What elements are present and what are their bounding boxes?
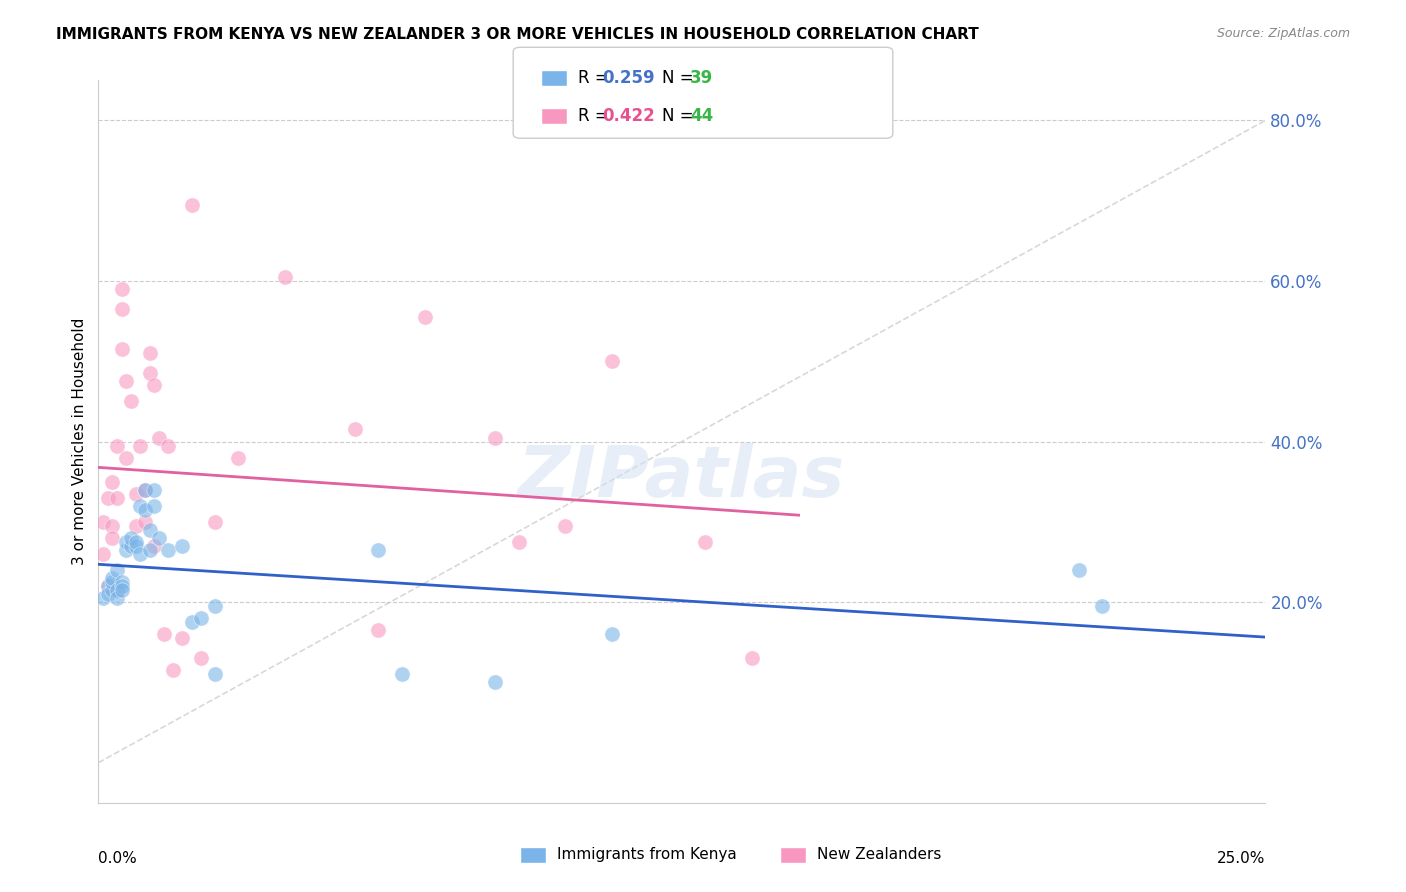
- Point: [111, 301, 134, 317]
- Point: [139, 366, 162, 380]
- Point: [180, 615, 202, 630]
- Point: [190, 611, 212, 625]
- Text: 44: 44: [690, 107, 714, 125]
- Point: [172, 632, 194, 646]
- Point: [204, 515, 226, 529]
- Point: [134, 502, 156, 516]
- Point: [367, 623, 389, 637]
- Point: [105, 583, 128, 598]
- Point: [484, 430, 506, 444]
- Point: [1091, 599, 1114, 614]
- Point: [111, 282, 134, 296]
- Text: New Zealanders: New Zealanders: [817, 847, 941, 862]
- Point: [134, 483, 156, 497]
- Text: 0.422: 0.422: [602, 107, 655, 125]
- Point: [101, 531, 124, 545]
- Point: [152, 627, 174, 641]
- Point: [741, 651, 763, 665]
- Point: [367, 542, 389, 557]
- Point: [484, 675, 506, 690]
- Point: [97, 579, 120, 593]
- Point: [111, 574, 134, 589]
- Point: [91, 515, 114, 529]
- Text: ZIPatlas: ZIPatlas: [519, 443, 845, 512]
- Point: [97, 587, 120, 601]
- Point: [120, 539, 142, 553]
- Point: [105, 583, 128, 598]
- Text: IMMIGRANTS FROM KENYA VS NEW ZEALANDER 3 OR MORE VEHICLES IN HOUSEHOLD CORRELATI: IMMIGRANTS FROM KENYA VS NEW ZEALANDER 3…: [56, 27, 979, 42]
- Point: [600, 627, 623, 641]
- Point: [125, 518, 148, 533]
- Point: [172, 539, 194, 553]
- Point: [91, 547, 114, 561]
- Point: [105, 438, 128, 452]
- Point: [157, 438, 180, 452]
- Point: [139, 523, 162, 537]
- Point: [190, 651, 212, 665]
- Text: N =: N =: [662, 69, 699, 87]
- Point: [157, 542, 180, 557]
- Point: [111, 342, 134, 356]
- Point: [105, 563, 128, 577]
- Point: [143, 483, 166, 497]
- Point: [344, 423, 367, 437]
- Text: 25.0%: 25.0%: [1218, 851, 1265, 866]
- Point: [111, 583, 134, 598]
- Point: [101, 574, 124, 589]
- Text: R =: R =: [578, 107, 614, 125]
- Point: [413, 310, 436, 324]
- Point: [91, 591, 114, 606]
- Point: [115, 450, 138, 465]
- Point: [105, 591, 128, 606]
- Point: [125, 486, 148, 500]
- Point: [97, 579, 120, 593]
- Point: [97, 491, 120, 505]
- Text: 0.259: 0.259: [602, 69, 654, 87]
- Point: [134, 515, 156, 529]
- Point: [143, 499, 166, 513]
- Point: [143, 378, 166, 392]
- Point: [125, 539, 148, 553]
- Point: [101, 475, 124, 489]
- Y-axis label: 3 or more Vehicles in Household: 3 or more Vehicles in Household: [72, 318, 87, 566]
- Point: [508, 534, 530, 549]
- Point: [101, 583, 124, 598]
- Point: [695, 534, 717, 549]
- Point: [162, 664, 184, 678]
- Point: [101, 571, 124, 585]
- Point: [554, 518, 576, 533]
- Point: [148, 430, 170, 444]
- Text: 39: 39: [690, 69, 714, 87]
- Point: [204, 599, 226, 614]
- Point: [391, 667, 413, 681]
- Point: [120, 531, 142, 545]
- Text: N =: N =: [662, 107, 699, 125]
- Point: [129, 547, 152, 561]
- Point: [115, 534, 138, 549]
- Text: R =: R =: [578, 69, 614, 87]
- Point: [115, 542, 138, 557]
- Point: [105, 491, 128, 505]
- Point: [143, 539, 166, 553]
- Text: 0.0%: 0.0%: [98, 851, 138, 866]
- Point: [115, 375, 138, 389]
- Point: [204, 667, 226, 681]
- Text: Source: ZipAtlas.com: Source: ZipAtlas.com: [1216, 27, 1350, 40]
- Point: [139, 542, 162, 557]
- Point: [129, 499, 152, 513]
- Point: [1067, 563, 1090, 577]
- Point: [101, 518, 124, 533]
- Point: [274, 269, 297, 284]
- Point: [228, 450, 250, 465]
- Point: [134, 483, 156, 497]
- Point: [180, 197, 202, 211]
- Point: [148, 531, 170, 545]
- Point: [139, 346, 162, 360]
- Point: [125, 534, 148, 549]
- Point: [120, 394, 142, 409]
- Point: [111, 579, 134, 593]
- Point: [129, 438, 152, 452]
- Text: Immigrants from Kenya: Immigrants from Kenya: [557, 847, 737, 862]
- Point: [600, 354, 623, 368]
